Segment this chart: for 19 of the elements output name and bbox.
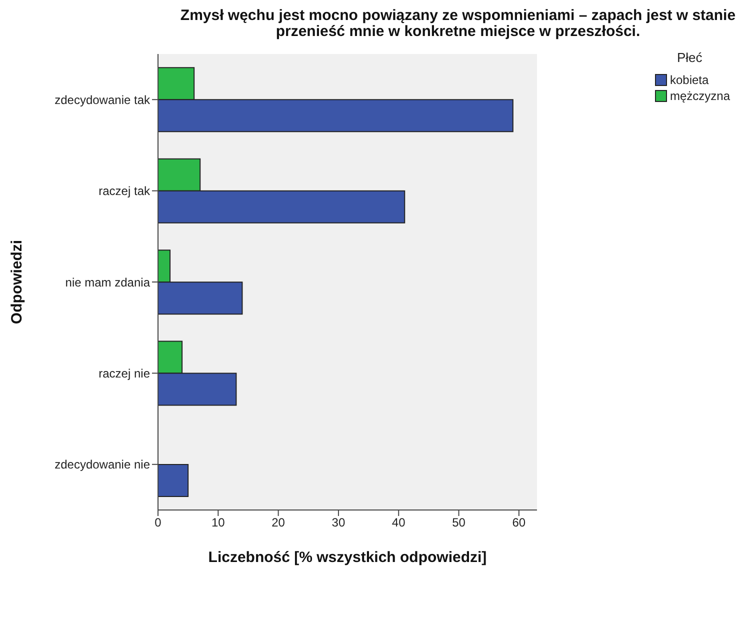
legend-title: Płeć: [676, 50, 704, 65]
legend-label: mężczyzna: [670, 89, 730, 103]
legend-label: kobieta: [670, 73, 709, 87]
x-tick-label: 10: [211, 516, 226, 530]
y-tick-label: raczej tak: [98, 184, 151, 198]
x-tick-label: 20: [272, 516, 286, 530]
y-tick-label: nie mam zdania: [65, 275, 150, 290]
y-tick-label: zdecydowanie tak: [54, 92, 151, 107]
chart-title: Zmysł węchu jest mocno powiązany ze wspomnieniami – zapach jest w stanie przenieść mnie w konkretne miejsce w przeszłości.: [179, 7, 737, 40]
y-tick-label: zdecydowanie nie: [54, 458, 150, 472]
y-axis-title: Odpowiedzi: [8, 240, 26, 324]
x-tick-label: 60: [512, 516, 526, 530]
x-tick-label: 50: [452, 516, 466, 530]
x-tick-label: 40: [392, 516, 406, 530]
x-axis-title: Liczebność [% wszystkich odpowiedzi]: [208, 549, 487, 566]
bar: [158, 464, 189, 497]
y-tick-label: raczej nie: [98, 366, 150, 380]
x-tick-label: 30: [332, 516, 346, 530]
x-tick-label: 0: [154, 516, 162, 530]
